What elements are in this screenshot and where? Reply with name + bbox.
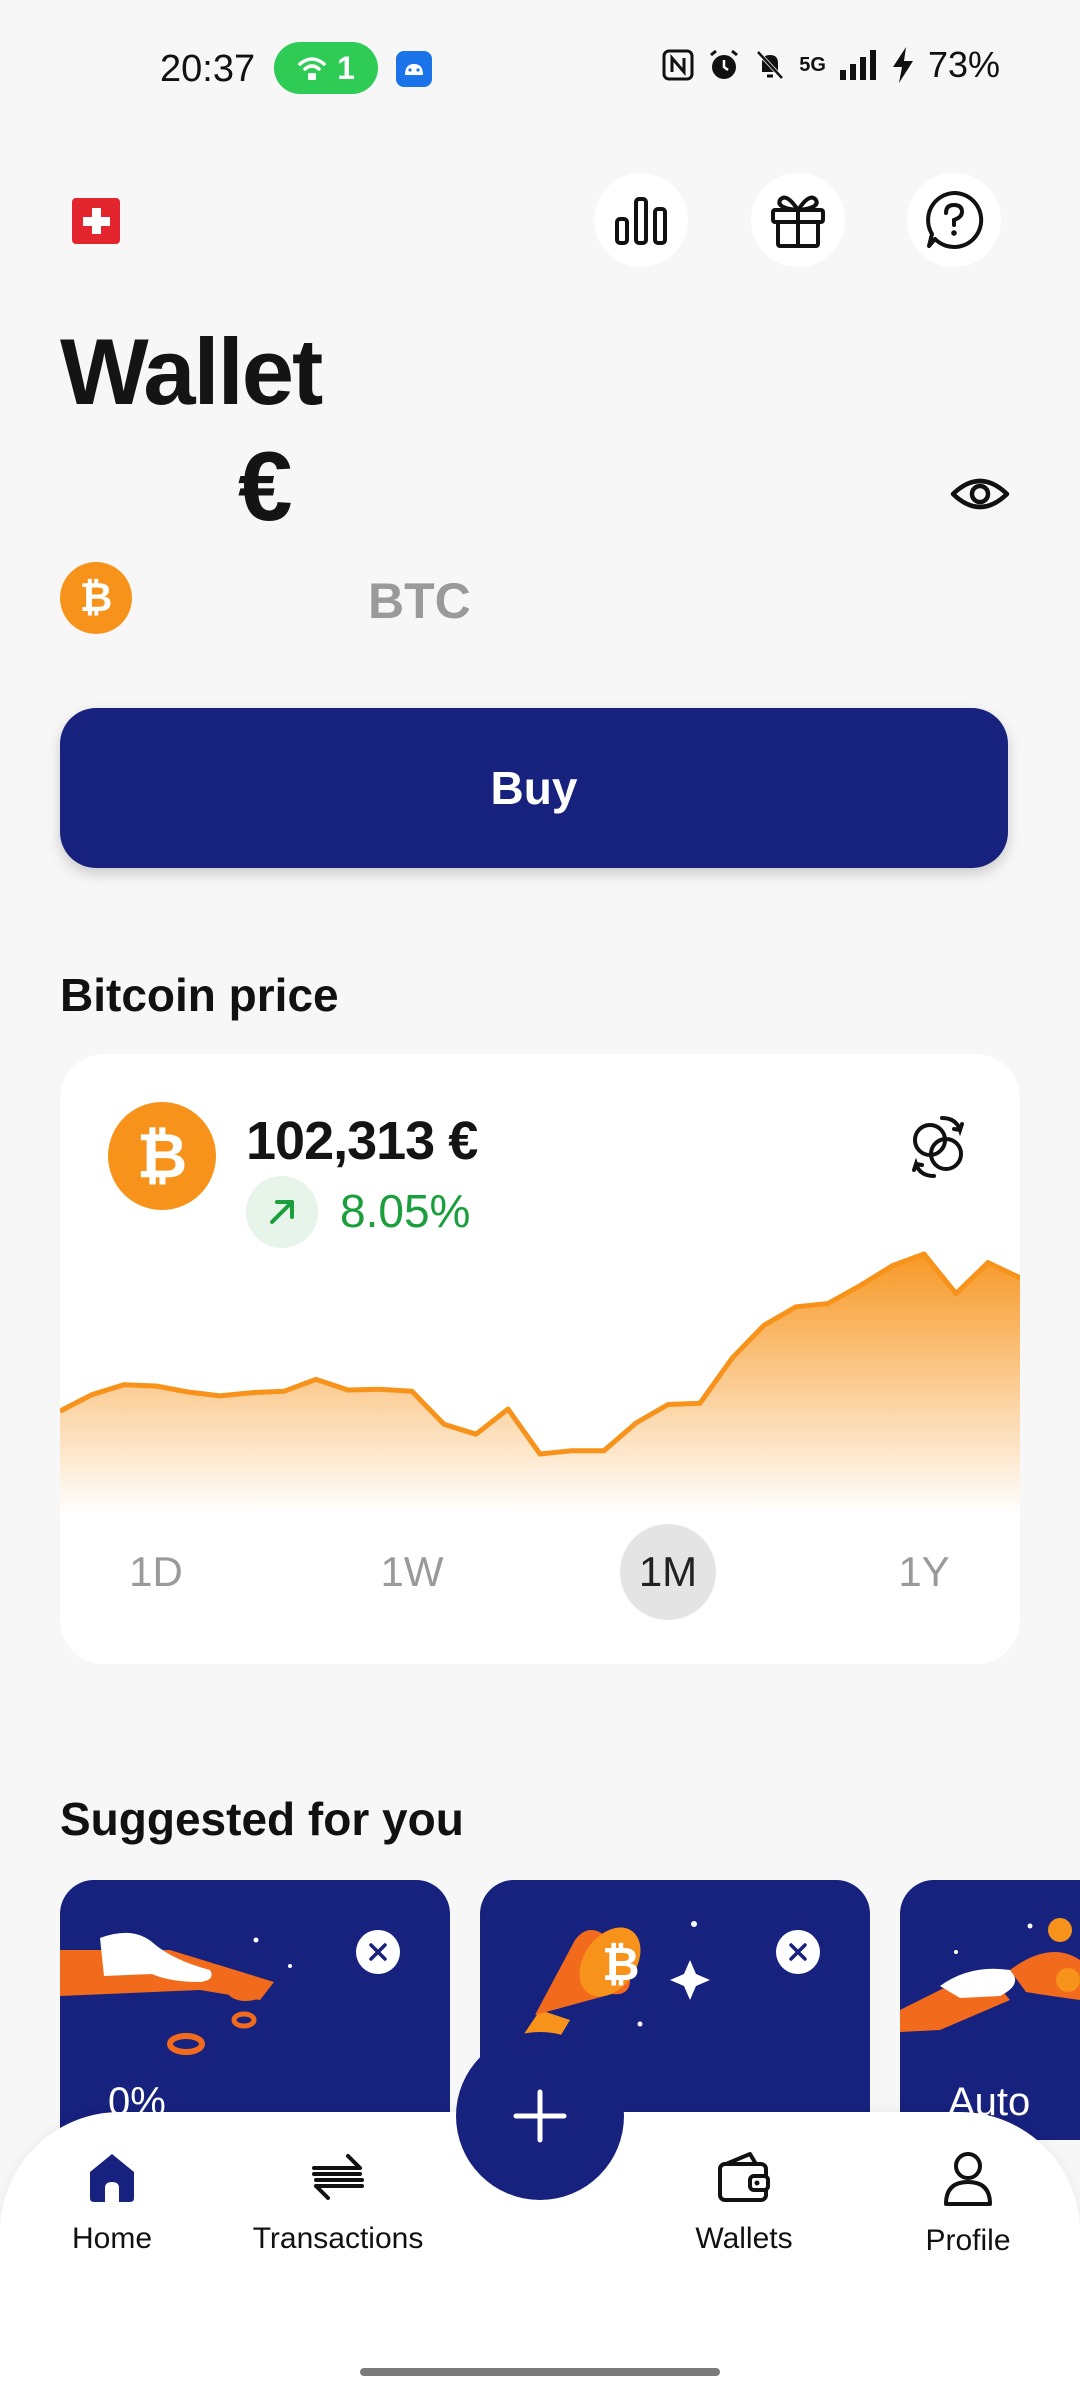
dismiss-card-button[interactable] <box>776 1930 820 1974</box>
hotspot-icon <box>298 57 326 80</box>
nav-wallets-label: Wallets <box>695 2222 793 2255</box>
page-title: Wallet <box>60 319 323 424</box>
gift-button[interactable] <box>751 173 845 267</box>
signal-icon <box>839 50 876 80</box>
balance-currency-symbol: € <box>238 431 293 541</box>
plus-icon <box>513 2089 567 2143</box>
profile-icon <box>944 2152 992 2206</box>
suggestion-card[interactable]: 0% <box>60 1880 450 2140</box>
charging-icon <box>892 47 913 83</box>
help-icon <box>926 190 984 249</box>
bitcoin-price-value: 102,313 € <box>246 1111 478 1171</box>
bitcoin-logo-icon: ₿ <box>108 1102 216 1210</box>
status-icons: 5G 73% <box>661 44 1000 86</box>
help-button[interactable] <box>907 173 1001 267</box>
close-icon <box>789 1943 807 1961</box>
close-icon <box>369 1943 387 1961</box>
range-tab-1m[interactable]: 1M <box>620 1524 716 1620</box>
wallet-icon <box>718 2152 770 2202</box>
nav-transactions[interactable]: Transactions <box>248 2150 428 2256</box>
battery-level: 73% <box>927 44 1000 85</box>
mute-icon <box>756 50 784 80</box>
auto-invest-illustration <box>900 1918 1080 2032</box>
suggested-heading: Suggested for you <box>60 1793 464 1845</box>
price-chart <box>60 1251 1020 1514</box>
chart-area-fill <box>60 1254 1020 1514</box>
toggle-balance-visibility-button[interactable] <box>950 472 1020 528</box>
eye-icon <box>950 478 1010 510</box>
dismiss-card-button[interactable] <box>356 1930 400 1974</box>
nfc-icon <box>662 49 694 81</box>
currency-exchange-icon <box>912 1116 964 1178</box>
gift-icon <box>771 195 825 248</box>
hotspot-count: 1 <box>337 49 355 86</box>
alarm-icon <box>710 49 739 79</box>
range-tab-1y[interactable]: 1Y <box>898 1548 950 1595</box>
nav-home[interactable]: Home <box>54 2150 170 2256</box>
nav-home-label: Home <box>71 2222 153 2255</box>
range-tab-1d[interactable]: 1D <box>129 1548 183 1595</box>
suggestion-card[interactable]: Auto <box>900 1880 1080 2140</box>
bitcoin-price-card: ₿ 102,313 € 8.05% 1D 1W 1M 1Y <box>60 1054 1020 1664</box>
hotspot-indicator: 1 <box>274 42 378 94</box>
home-icon <box>90 2154 134 2202</box>
home-indicator[interactable] <box>360 2368 720 2376</box>
chart-price-line <box>60 1251 1020 1457</box>
add-button[interactable] <box>456 2032 624 2200</box>
stats-button[interactable] <box>594 173 688 267</box>
transfer-arrows-icon <box>312 2154 364 2200</box>
nav-transactions-label: Transactions <box>252 2222 424 2255</box>
switch-currency-button[interactable] <box>902 1110 974 1182</box>
price-change-percent: 8.05% <box>340 1185 471 1237</box>
range-tab-1w[interactable]: 1W <box>380 1548 444 1595</box>
trend-up-icon <box>246 1176 318 1248</box>
bitcoin-icon: ₿ <box>60 562 132 634</box>
buy-button[interactable]: Buy <box>60 708 1008 868</box>
status-time: 20:37 <box>160 48 256 90</box>
swiss-flag-icon[interactable] <box>72 198 120 244</box>
hand-coins-illustration <box>60 1932 292 2055</box>
svg-text:₿: ₿ <box>602 1937 640 1991</box>
nav-wallets[interactable]: Wallets <box>682 2150 806 2256</box>
bar-chart-icon <box>615 197 667 245</box>
crypto-balance-code: BTC <box>368 573 471 629</box>
network-type: 5G <box>799 54 826 76</box>
bitcoin-price-heading: Bitcoin price <box>60 969 339 1021</box>
android-notification-icon <box>396 51 432 87</box>
nav-profile-label: Profile <box>925 2224 1011 2257</box>
nav-profile[interactable]: Profile <box>908 2150 1028 2258</box>
